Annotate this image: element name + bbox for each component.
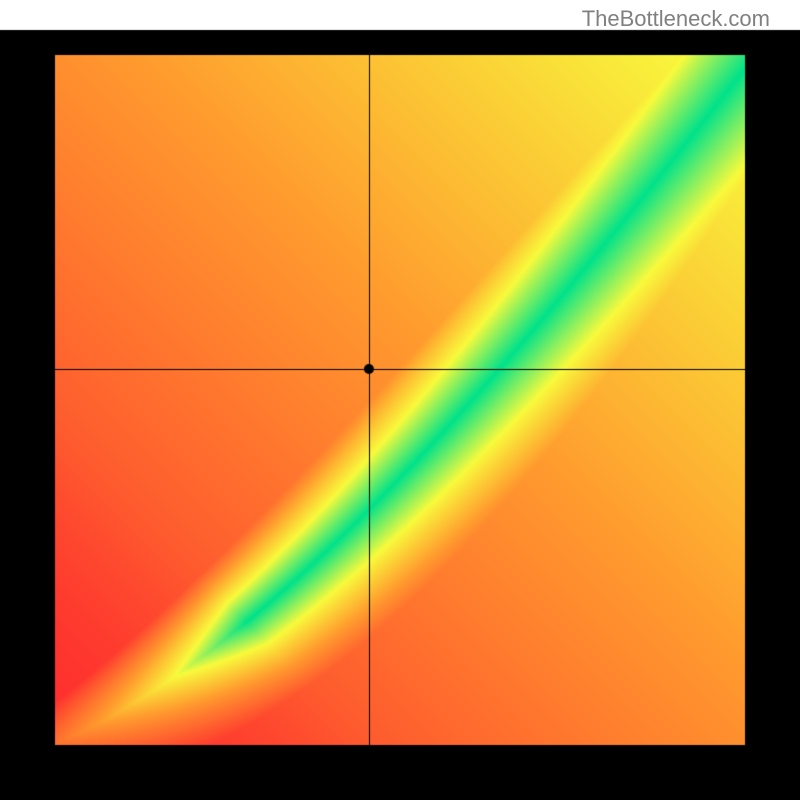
watermark-text: TheBottleneck.com	[582, 6, 770, 32]
bottleneck-heatmap	[0, 0, 800, 800]
chart-container: TheBottleneck.com	[0, 0, 800, 800]
